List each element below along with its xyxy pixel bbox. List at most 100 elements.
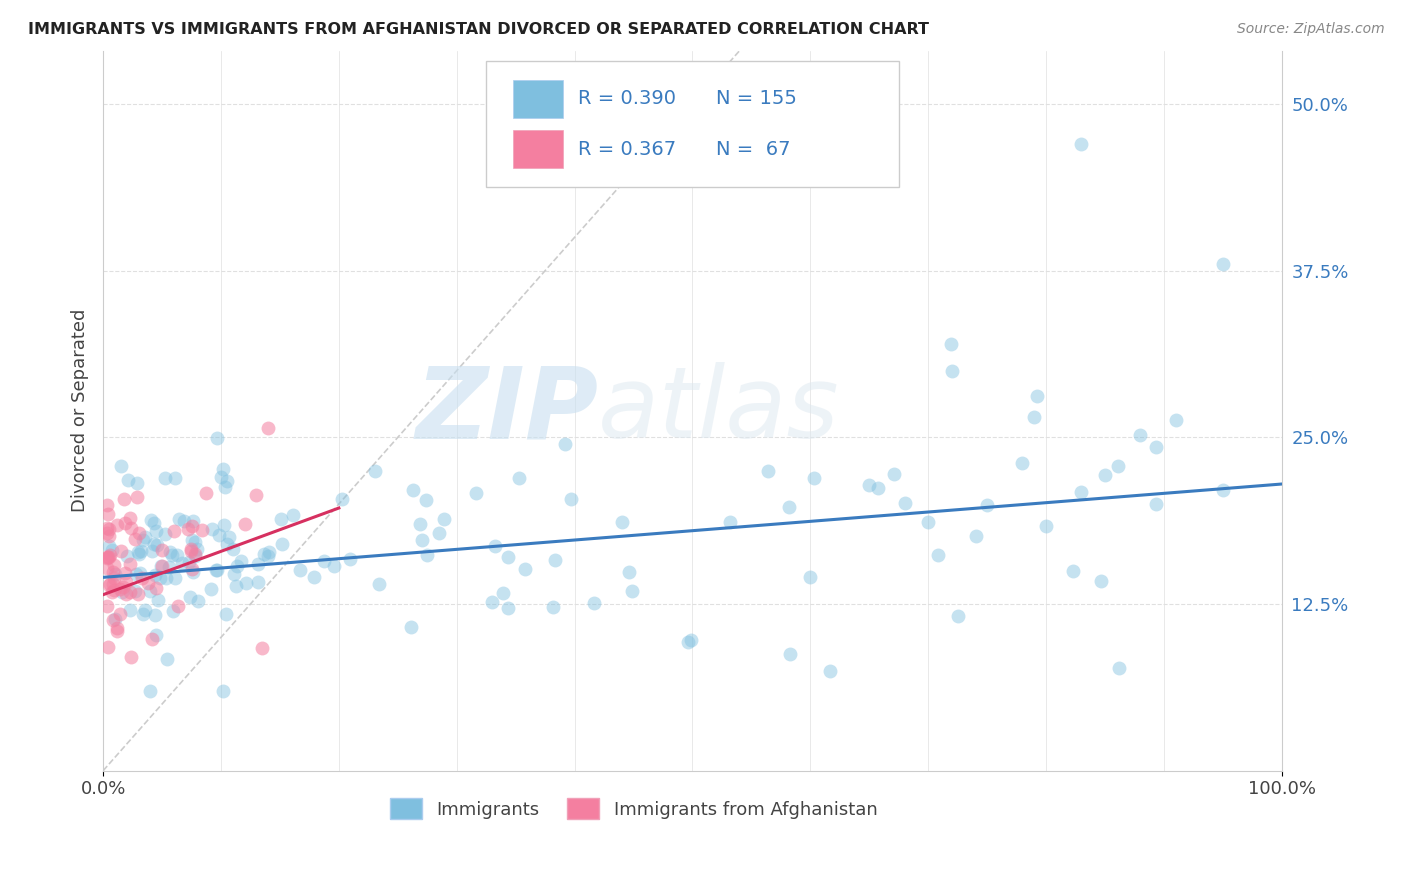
Point — [166, 599, 188, 614]
Point — [222, 542, 245, 557]
Point — [103, 558, 125, 572]
Point — [302, 570, 325, 584]
Point — [1144, 440, 1167, 454]
Point — [211, 683, 233, 698]
Point — [128, 547, 150, 561]
Point — [131, 571, 153, 585]
Point — [208, 527, 231, 541]
Point — [97, 529, 120, 543]
Point — [160, 548, 183, 562]
Point — [98, 578, 121, 592]
Point — [103, 582, 125, 597]
Point — [177, 555, 200, 569]
Point — [101, 585, 124, 599]
Point — [98, 549, 121, 563]
Point — [621, 584, 644, 599]
Point — [124, 532, 146, 546]
Point — [105, 621, 128, 635]
Point — [145, 582, 167, 596]
Point — [98, 576, 121, 591]
Point — [96, 521, 118, 535]
Point — [858, 478, 880, 492]
Point — [195, 485, 218, 500]
Point — [145, 538, 167, 552]
Point — [554, 437, 576, 451]
Point — [718, 515, 741, 529]
Point — [1108, 661, 1130, 675]
Point — [225, 579, 247, 593]
Point — [120, 650, 142, 665]
Point — [118, 510, 141, 524]
Point — [112, 492, 135, 507]
Point — [96, 507, 118, 521]
Point — [155, 471, 177, 485]
Point — [145, 628, 167, 642]
Point — [153, 527, 176, 541]
Y-axis label: Divorced or Separated: Divorced or Separated — [72, 309, 89, 512]
Point — [1212, 257, 1234, 271]
Text: R = 0.390: R = 0.390 — [578, 89, 676, 108]
Point — [917, 515, 939, 529]
Point — [481, 595, 503, 609]
Point — [927, 548, 949, 562]
Point — [312, 554, 335, 568]
Text: Source: ZipAtlas.com: Source: ZipAtlas.com — [1237, 22, 1385, 37]
Point — [101, 542, 124, 557]
Point — [207, 563, 229, 577]
Point — [120, 603, 142, 617]
Point — [162, 604, 184, 618]
Point — [496, 550, 519, 565]
Point — [166, 548, 188, 562]
Point — [114, 516, 136, 531]
Point — [163, 471, 186, 485]
Point — [408, 516, 430, 531]
Point — [270, 537, 292, 551]
Point — [209, 470, 232, 484]
Point — [803, 471, 825, 485]
Point — [141, 544, 163, 558]
Point — [201, 522, 224, 536]
Point — [217, 537, 239, 551]
Point — [101, 577, 124, 591]
Point — [965, 529, 987, 543]
Point — [464, 486, 486, 500]
Text: IMMIGRANTS VS IMMIGRANTS FROM AFGHANISTAN DIVORCED OR SEPARATED CORRELATION CHAR: IMMIGRANTS VS IMMIGRANTS FROM AFGHANISTA… — [28, 22, 929, 37]
Point — [141, 632, 163, 646]
Point — [115, 575, 138, 590]
Point — [225, 558, 247, 573]
Point — [1144, 497, 1167, 511]
Point — [215, 474, 238, 488]
Point — [411, 533, 433, 548]
Point — [883, 467, 905, 482]
Point — [117, 473, 139, 487]
Point — [103, 572, 125, 586]
Point — [180, 562, 202, 576]
Point — [96, 549, 118, 564]
Point — [129, 566, 152, 580]
Point — [96, 551, 118, 566]
Point — [214, 481, 236, 495]
Point — [1094, 468, 1116, 483]
Point — [339, 552, 361, 566]
Point — [96, 525, 118, 540]
Point — [105, 518, 128, 533]
Point — [364, 464, 387, 478]
Point — [157, 559, 180, 574]
Point — [288, 564, 311, 578]
Point — [399, 620, 422, 634]
Point — [492, 586, 515, 600]
Point — [167, 511, 190, 525]
Point — [330, 491, 353, 506]
Point — [98, 540, 121, 554]
Point — [183, 514, 205, 528]
Legend: Immigrants, Immigrants from Afghanistan: Immigrants, Immigrants from Afghanistan — [382, 791, 884, 827]
Point — [799, 570, 821, 584]
Point — [1090, 574, 1112, 588]
Point — [233, 517, 256, 532]
Point — [108, 607, 131, 621]
Point — [204, 564, 226, 578]
Point — [246, 574, 269, 589]
Point — [112, 580, 135, 594]
Point — [127, 490, 149, 504]
Point — [177, 522, 200, 536]
